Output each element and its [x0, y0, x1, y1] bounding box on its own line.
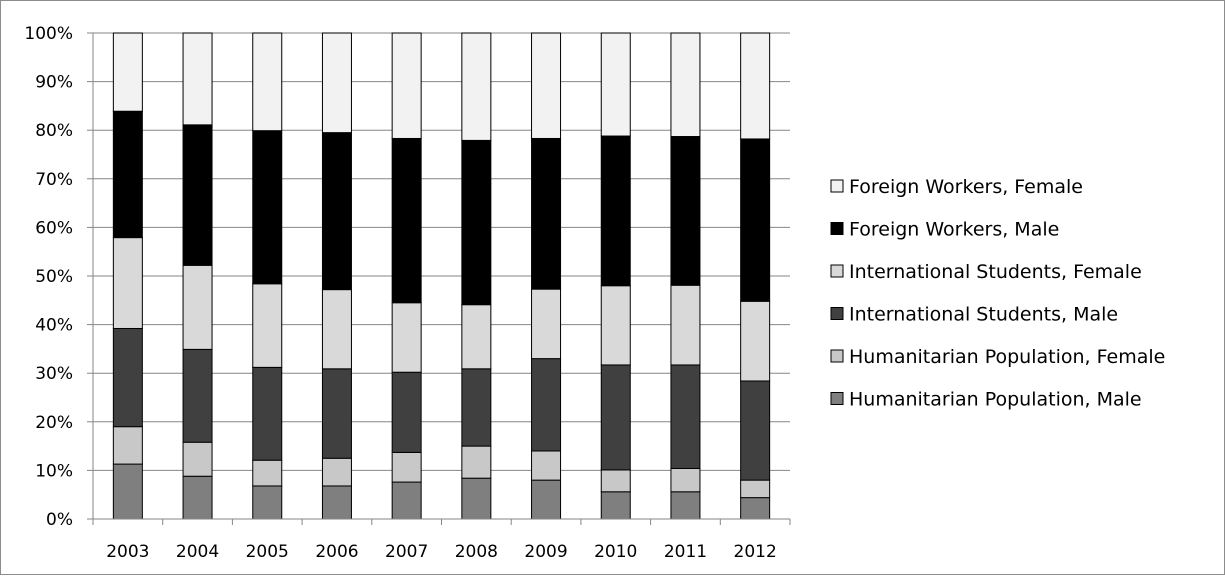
bar-segment — [391, 451, 422, 483]
bar-segment — [112, 237, 143, 329]
legend-label: Foreign Workers, Female — [849, 176, 1083, 198]
bar-segment — [182, 124, 213, 266]
bar-segment — [321, 289, 352, 370]
x-tick-label: 2009 — [524, 542, 567, 562]
bar-segment — [461, 304, 492, 370]
bar-segment — [112, 426, 143, 465]
legend-swatch — [830, 392, 844, 405]
bar-segment — [182, 32, 213, 126]
bar-segment — [182, 348, 213, 443]
y-tick-label: 10% — [35, 461, 73, 481]
legend-swatch — [830, 179, 844, 193]
bar-segment — [531, 450, 562, 481]
x-tick-label: 2010 — [594, 542, 637, 562]
bar-segment — [740, 138, 771, 302]
bar-segment — [321, 457, 352, 487]
bar-segment — [740, 300, 771, 382]
bar-segment — [461, 477, 492, 520]
legend-label: Foreign Workers, Male — [849, 219, 1059, 241]
bar-segment — [531, 479, 562, 520]
bar-segment — [391, 302, 422, 373]
bar-segment — [321, 32, 352, 134]
bar-segment — [391, 481, 422, 520]
bar-segment — [740, 32, 771, 140]
legend-label: International Students, Female — [849, 261, 1142, 283]
bar-segment — [182, 475, 213, 520]
bar-segment — [531, 358, 562, 452]
y-tick-label: 30% — [35, 364, 73, 384]
bar-segment — [252, 485, 283, 520]
bar-segment — [740, 380, 771, 481]
bar-segment — [600, 364, 631, 471]
bar-segment — [600, 285, 631, 366]
bar-segment — [391, 371, 422, 453]
bar-segment — [252, 459, 283, 487]
x-tick-label: 2006 — [315, 542, 358, 562]
bar-segment — [461, 139, 492, 306]
y-tick-label: 40% — [35, 316, 73, 336]
x-tick-label: 2008 — [455, 542, 498, 562]
legend-swatch — [830, 222, 844, 235]
bars — [112, 32, 771, 520]
bar-segment — [182, 441, 213, 477]
legend-swatch — [830, 307, 844, 320]
x-tick-label: 2007 — [385, 542, 428, 562]
bar-segment — [531, 288, 562, 360]
bar-segment — [531, 32, 562, 139]
x-tick-label: 2003 — [106, 542, 149, 562]
legend-label: Humanitarian Population, Male — [849, 389, 1142, 411]
legend-label: International Students, Male — [849, 304, 1118, 326]
y-tick-label: 80% — [35, 121, 73, 141]
y-tick-label: 90% — [35, 73, 73, 93]
x-tick-label: 2004 — [176, 542, 219, 562]
bar-segment — [740, 479, 771, 499]
y-tick-label: 60% — [35, 218, 73, 238]
x-tick-label: 2012 — [734, 542, 777, 562]
legend-swatch — [830, 349, 844, 363]
bar-segment — [670, 136, 701, 286]
axes: 0% 10% 20% 30% 40% 50% 60% 70% 80% 90% 100% 2003 200… — [24, 24, 791, 562]
legend: Foreign Workers, Female Foreign Workers, … — [830, 176, 1165, 411]
bar-segment — [670, 491, 701, 520]
bar-segment — [391, 32, 422, 139]
y-tick-label: 70% — [35, 170, 73, 190]
x-tick-label: 2005 — [246, 542, 289, 562]
bar-segment — [112, 110, 143, 239]
y-tick-label: 20% — [35, 413, 73, 433]
bar-segment — [112, 32, 143, 112]
bar-segment — [600, 491, 631, 520]
bar-segment — [252, 130, 283, 285]
bar-segment — [391, 137, 422, 304]
bar-segment — [182, 264, 213, 350]
bar-segment — [252, 283, 283, 368]
bar-segment — [461, 32, 492, 141]
bar-segment — [321, 485, 352, 520]
y-tick-label: 50% — [35, 267, 73, 287]
bar-segment — [252, 32, 283, 132]
legend-swatch — [830, 264, 844, 278]
bar-segment — [112, 463, 143, 520]
bar-segment — [321, 132, 352, 291]
bar-segment — [670, 284, 701, 366]
bar-segment — [670, 467, 701, 493]
y-tick-label: 0% — [46, 510, 73, 530]
bar-segment — [740, 497, 771, 520]
bar-segment — [461, 368, 492, 447]
y-tick-label: 100% — [24, 24, 73, 44]
bar-segment — [112, 327, 143, 428]
bar-segment — [321, 368, 352, 459]
bar-segment — [600, 135, 631, 287]
bar-segment — [670, 32, 701, 138]
legend-label: Humanitarian Population, Female — [849, 346, 1165, 368]
bar-segment — [461, 445, 492, 479]
bar-segment — [600, 32, 631, 137]
bar-segment — [670, 364, 701, 469]
bar-segment — [531, 137, 562, 290]
bar-segment — [252, 366, 283, 461]
bar-segment — [600, 469, 631, 493]
x-tick-label: 2011 — [664, 542, 707, 562]
